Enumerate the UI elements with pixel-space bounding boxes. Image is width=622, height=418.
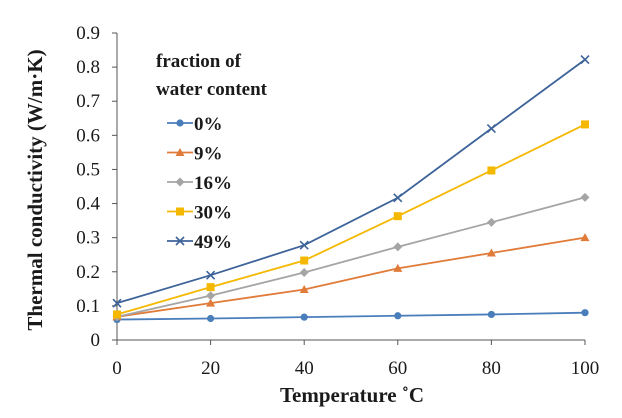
data-point-30pct — [581, 120, 589, 129]
y-tick-label: 0 — [91, 330, 101, 351]
legend-label: 16% — [194, 173, 232, 194]
series-line-49pct — [116, 58, 586, 305]
y-tick-label: 0.3 — [76, 228, 100, 249]
data-point-16pct — [206, 291, 216, 301]
y-tick-label: 0.5 — [76, 159, 100, 180]
legend-marker — [176, 119, 184, 127]
data-point-30pct — [206, 283, 215, 292]
data-point-0pct — [207, 314, 215, 323]
data-point-16pct — [393, 242, 403, 252]
data-point-49pct — [112, 298, 122, 308]
x-tick-label: 80 — [482, 358, 501, 379]
data-point-30pct — [113, 310, 121, 319]
y-tick-label: 0.1 — [76, 296, 100, 317]
legend-title-line1: fraction of — [156, 51, 242, 72]
y-tick-labels: 0 0.1 0.2 0.3 0.4 0.5 0.6 0.7 0.8 0.9 — [76, 23, 117, 351]
legend-marker — [175, 236, 185, 246]
data-point-0pct — [581, 309, 589, 317]
legend-marker — [176, 207, 184, 216]
x-tick-labels: 0 20 40 60 80 100 — [112, 340, 599, 379]
y-tick-label: 0.8 — [76, 57, 100, 78]
x-tick-label: 60 — [388, 358, 407, 379]
data-point-9pct — [299, 285, 309, 294]
series-line-0pct — [116, 311, 586, 321]
data-point-0pct — [394, 312, 402, 320]
series-line-30pct — [116, 123, 586, 316]
data-point-9pct — [206, 298, 216, 307]
data-point-49pct — [580, 55, 590, 65]
y-tick-label: 0.4 — [76, 194, 100, 215]
legend-label: 0% — [194, 114, 223, 135]
x-tick-label: 40 — [295, 358, 314, 379]
y-tick-label: 0.7 — [76, 91, 100, 112]
data-point-49pct — [206, 270, 216, 280]
y-tick-label: 0.6 — [76, 125, 100, 146]
series-line-16pct — [116, 196, 586, 318]
data-point-0pct — [487, 310, 495, 319]
data-point-49pct — [299, 240, 309, 250]
axes — [116, 33, 585, 341]
legend-label: 9% — [194, 144, 223, 165]
data-point-9pct — [580, 233, 590, 242]
x-tick-label: 20 — [201, 358, 220, 379]
data-point-30pct — [393, 212, 402, 221]
data-point-49pct — [393, 193, 403, 203]
data-point-16pct — [299, 267, 309, 277]
legend-marker — [175, 177, 185, 187]
y-tick-label: 0.2 — [76, 262, 100, 283]
data-point-9pct — [393, 263, 403, 272]
data-point-16pct — [580, 192, 590, 202]
legend-entries: 0% 9% 16% 30% 49% — [167, 114, 232, 253]
data-point-9pct — [486, 248, 496, 257]
legend-marker — [175, 148, 185, 156]
legend-label: 30% — [194, 203, 232, 224]
legend: fraction of water content 0% 9% 16% 30% 49% — [156, 51, 268, 253]
legend-label: 49% — [194, 232, 232, 253]
data-point-0pct — [300, 313, 308, 321]
data-point-30pct — [300, 256, 309, 265]
legend-title-line2: water content — [156, 79, 268, 100]
y-tick-label: 0.9 — [76, 23, 100, 44]
data-series — [112, 55, 590, 324]
x-tick-label: 100 — [571, 358, 600, 379]
series-line-9pct — [116, 236, 586, 318]
data-point-30pct — [487, 166, 496, 175]
x-tick-label: 0 — [112, 358, 122, 379]
x-axis-title: Temperature ˚C — [280, 383, 424, 407]
data-point-16pct — [486, 217, 496, 227]
y-axis-title: Thermal conductivity (W/m·K) — [23, 49, 47, 330]
data-point-49pct — [486, 123, 496, 134]
